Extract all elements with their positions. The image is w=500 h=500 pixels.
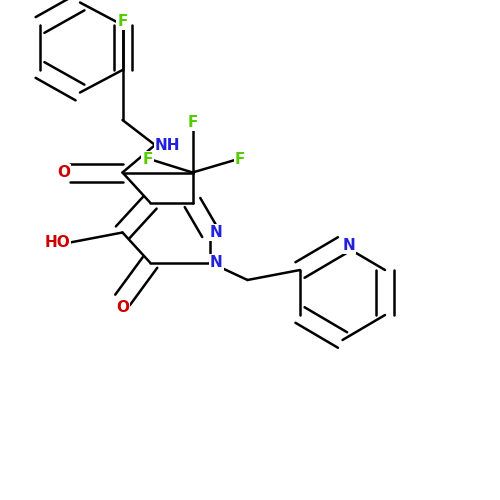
Text: O: O xyxy=(57,165,70,180)
Text: F: F xyxy=(142,152,152,168)
Text: N: N xyxy=(210,225,223,240)
Text: F: F xyxy=(188,115,198,130)
Text: N: N xyxy=(210,255,223,270)
Text: N: N xyxy=(342,238,355,252)
Text: F: F xyxy=(235,152,246,168)
Text: O: O xyxy=(116,300,129,315)
Text: F: F xyxy=(118,14,128,28)
Text: HO: HO xyxy=(44,235,70,250)
Text: NH: NH xyxy=(155,138,180,152)
